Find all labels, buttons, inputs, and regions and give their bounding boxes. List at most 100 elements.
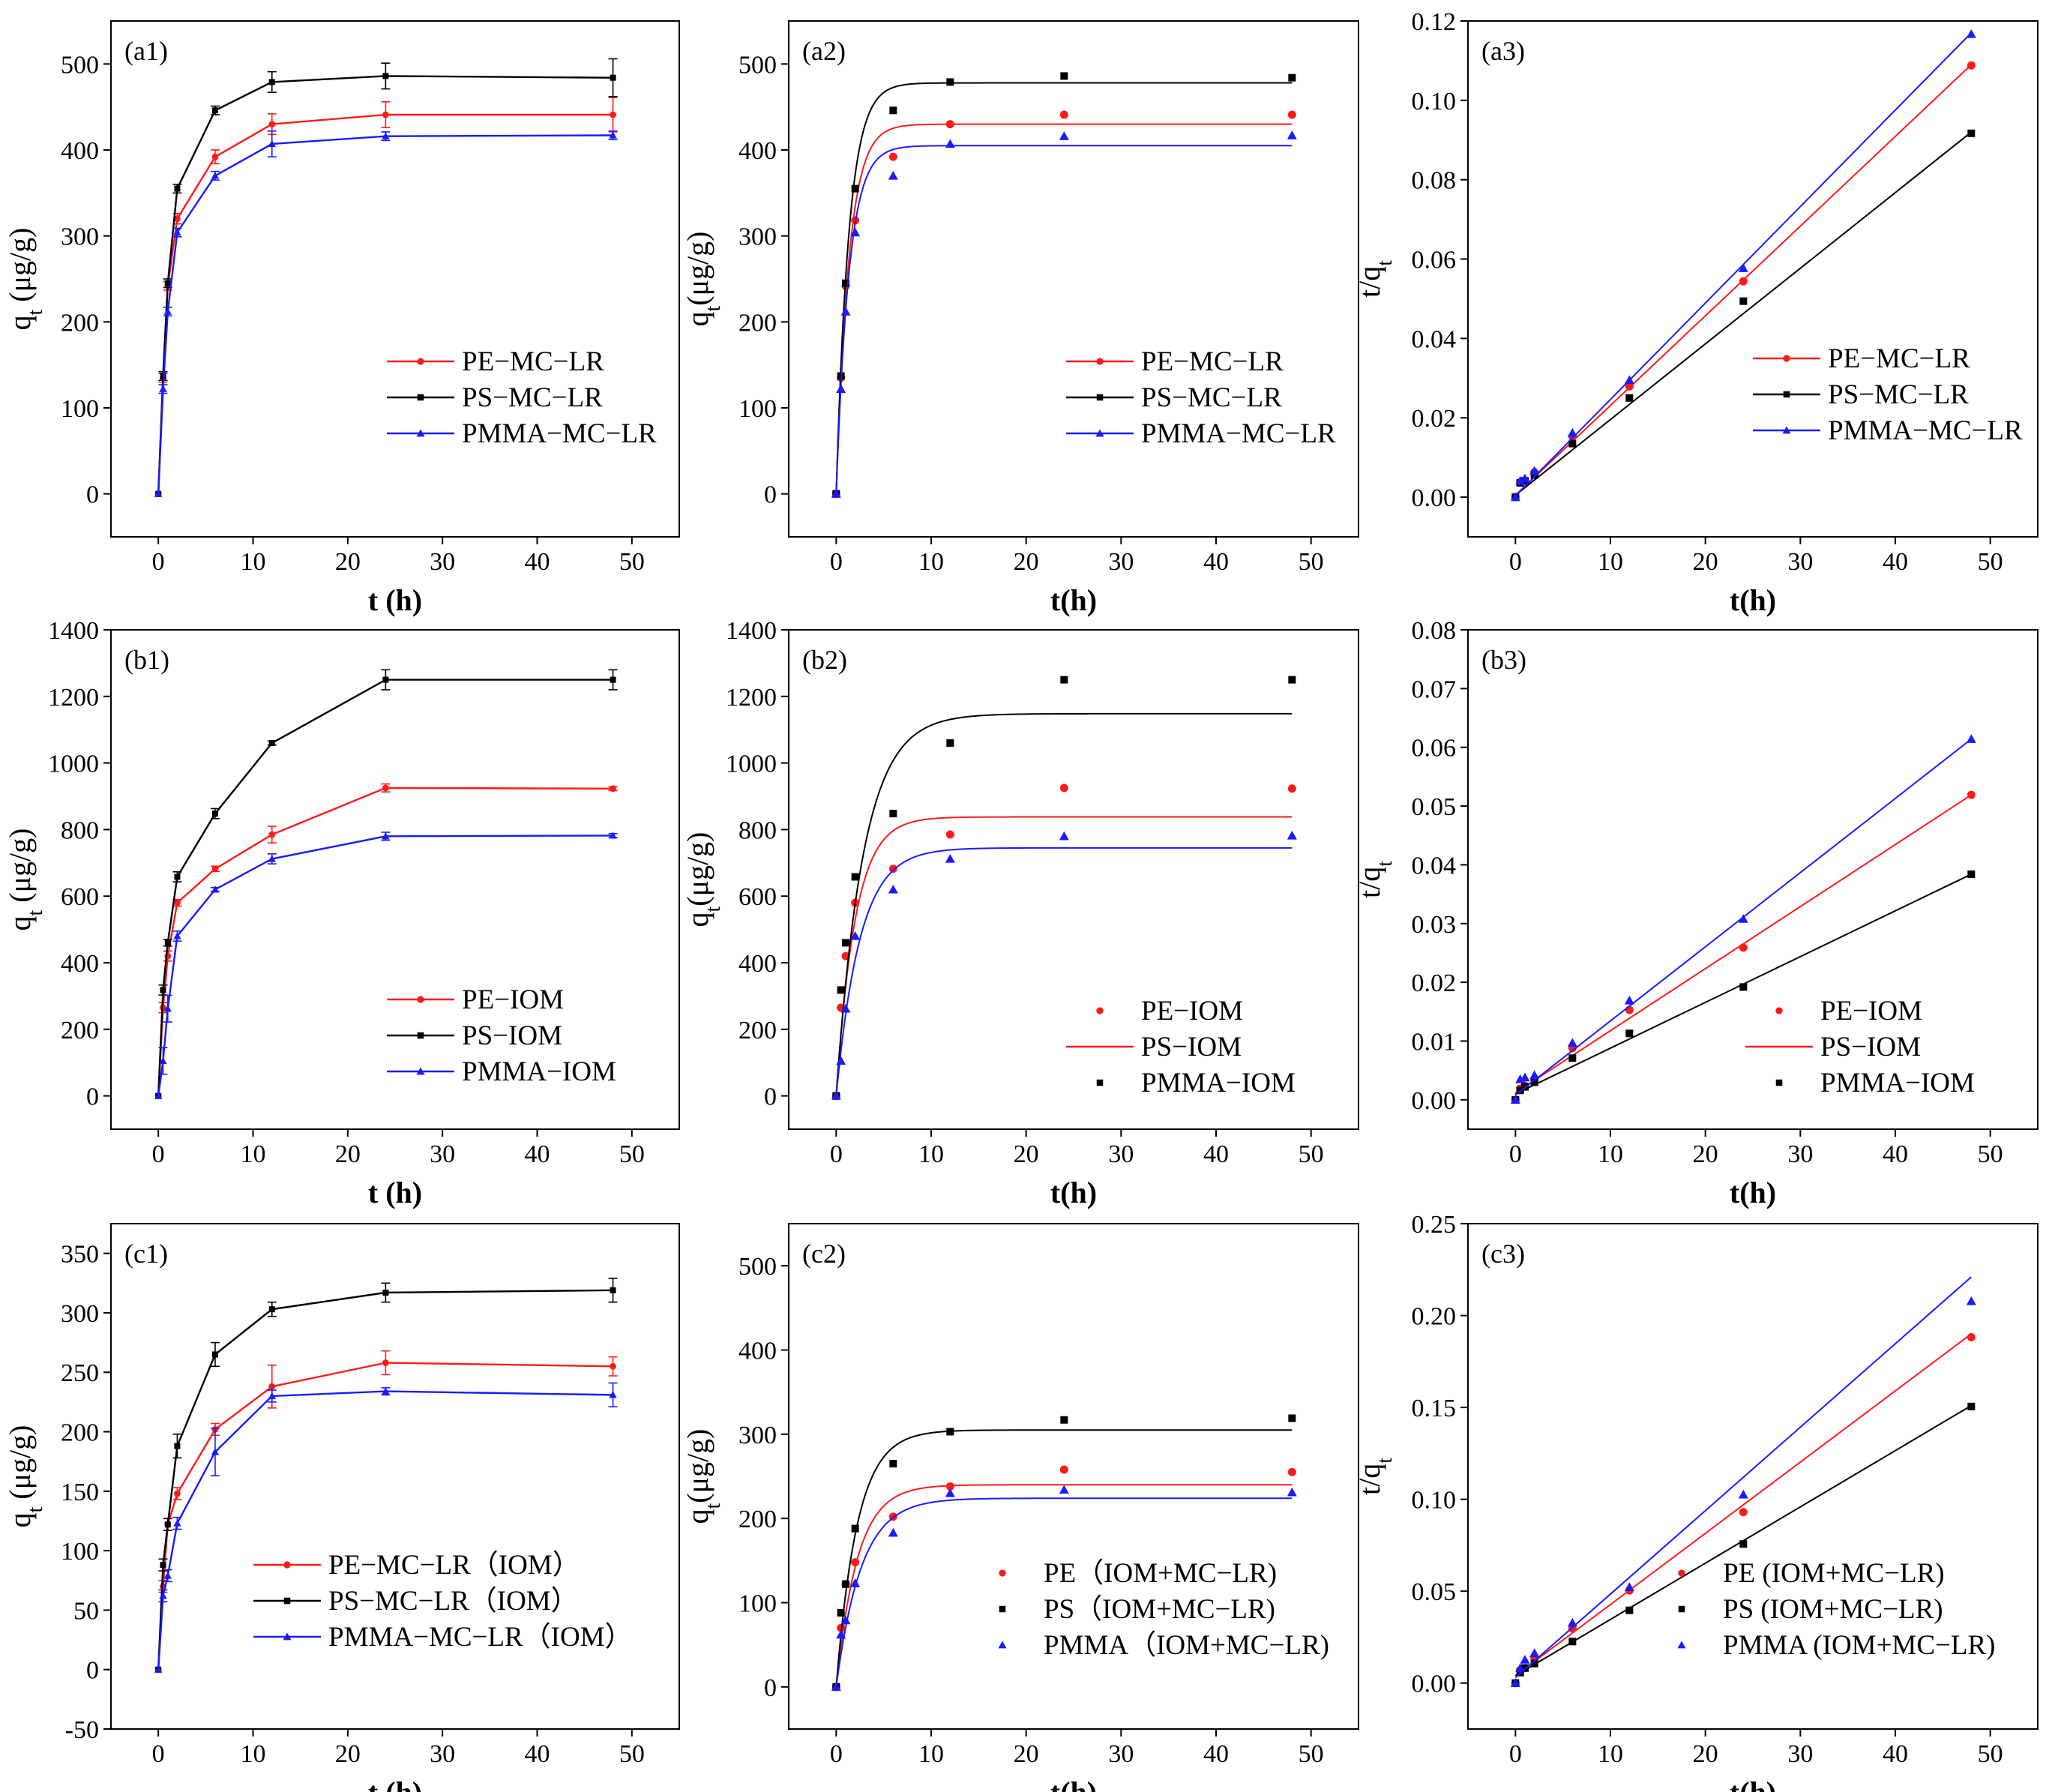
x-tick-label: 0 <box>1509 1140 1522 1168</box>
y-tick-label: 1200 <box>726 684 777 712</box>
data-point <box>1516 1086 1524 1095</box>
data-point <box>850 227 861 237</box>
y-tick-label: 200 <box>61 1419 99 1447</box>
data-point <box>1739 943 1748 952</box>
y-tick-label: 250 <box>61 1359 99 1387</box>
x-tick-label: 0 <box>830 1740 843 1768</box>
series-pmma-iom-mc-lr <box>831 1485 1297 1692</box>
legend-entry-pe-mc-lr-iom: PE−MC−LR（IOM） <box>253 1550 580 1581</box>
y-axis-title: t/qt <box>1353 861 1397 898</box>
data-point <box>160 987 166 993</box>
legend-label: PS (IOM+MC−LR) <box>1723 1594 1943 1625</box>
data-point <box>888 865 897 874</box>
x-tick-label: 50 <box>1978 548 2003 576</box>
y-axis-title: qt (μg/g) <box>3 829 47 931</box>
legend-label: PS（IOM+MC−LR) <box>1044 1594 1275 1625</box>
data-point <box>1287 1487 1297 1497</box>
x-tick-label: 30 <box>430 1140 455 1168</box>
legend-label: PS−IOM <box>1141 1032 1242 1062</box>
legend-marker <box>1096 358 1104 365</box>
x-tick-label: 10 <box>1598 1140 1623 1168</box>
data-point <box>945 120 954 129</box>
x-tick-label: 20 <box>335 548 361 576</box>
panel-label: (b2) <box>802 645 847 675</box>
legend-marker <box>1783 355 1790 362</box>
x-tick-label: 50 <box>619 1740 645 1768</box>
legend: PE−IOM PS−IOM PMMA−IOM <box>387 984 616 1087</box>
panel-label: (b3) <box>1481 645 1526 675</box>
data-point <box>211 107 218 114</box>
fit-line <box>835 816 1293 1096</box>
y-tick-label: 0.08 <box>1412 617 1457 645</box>
data-point <box>382 676 389 683</box>
data-point <box>1739 277 1748 286</box>
data-point <box>831 1682 841 1692</box>
x-tick-label: 50 <box>619 548 645 576</box>
series-pmma-mc-lr <box>831 130 1297 498</box>
y-tick-label: 800 <box>61 817 99 844</box>
data-point <box>1567 1038 1577 1047</box>
legend-entry-ps-mc-lr: PS−MC−LR <box>1753 379 1969 410</box>
legend-label: PE−MC−LR <box>462 346 604 377</box>
x-tick-label: 50 <box>1299 1740 1324 1768</box>
panel-label: (a2) <box>802 36 846 66</box>
y-tick-label: 100 <box>738 395 777 423</box>
legend-label: PMMA−IOM <box>1820 1068 1975 1098</box>
data-point <box>610 111 616 118</box>
data-point <box>159 1592 167 1599</box>
x-tick-label: 20 <box>1014 548 1039 576</box>
y-tick-label: 200 <box>738 1506 777 1533</box>
legend-marker <box>1783 391 1790 398</box>
data-point <box>163 307 172 315</box>
data-point <box>1530 1659 1538 1668</box>
chart-a2: 0 10 20 30 40 500100200300400500t(h)qt(μg/g)(… <box>681 20 1359 617</box>
x-tick-label: 0 <box>152 1140 165 1168</box>
data-point <box>610 676 616 683</box>
data-point <box>888 884 898 894</box>
data-point <box>1625 394 1634 402</box>
data-point <box>268 1392 276 1400</box>
chart-c1: 0 10 20 30 40 50 -50 0 50 100 150 200 250 300 350 t (h)… <box>3 1223 680 1792</box>
legend-entry-ps-iom: PS−IOM <box>1066 1032 1242 1062</box>
y-tick-label: 0.15 <box>1412 1395 1457 1422</box>
y-tick-label: 500 <box>738 51 777 79</box>
legend-marker <box>283 1632 292 1641</box>
data-point <box>945 853 955 863</box>
x-tick-label: 20 <box>1693 548 1718 576</box>
data-point <box>1625 1606 1634 1614</box>
legend-entry-pe-iom: PE−IOM <box>1775 996 1922 1026</box>
plot-frame <box>1467 1223 2039 1730</box>
legend-label: PMMA（IOM+MC−LR) <box>1044 1630 1329 1661</box>
legend-entry-ps-mc-lr: PS−MC−LR <box>1066 382 1282 413</box>
legend-label: PMMA−MC−LR <box>462 418 657 449</box>
x-tick-label: 0 <box>830 548 843 576</box>
data-point <box>946 739 954 747</box>
data-point <box>840 307 851 316</box>
x-tick-label: 20 <box>335 1740 361 1768</box>
x-tick-label: 0 <box>830 1140 843 1168</box>
x-tick-label: 30 <box>1108 548 1134 576</box>
y-tick-label: 0 <box>86 1657 99 1685</box>
x-tick-label: 10 <box>1598 1740 1623 1768</box>
x-tick-label: 10 <box>918 1140 944 1168</box>
fit-line <box>1514 1276 1972 1679</box>
data-point <box>1739 983 1748 991</box>
legend: PE−MC−LR PS−MC−LR PMMA−MC−LR <box>1066 346 1336 449</box>
data-point <box>842 279 849 287</box>
series-line <box>157 835 613 1096</box>
legend-entry-pe-mc-lr: PE−MC−LR <box>387 346 604 377</box>
x-tick-label: 30 <box>1787 1140 1813 1168</box>
legend-marker <box>1096 394 1104 401</box>
data-point <box>1530 471 1538 479</box>
data-point <box>174 215 181 223</box>
legend-label: PE−IOM <box>1820 996 1922 1026</box>
data-point <box>1059 110 1068 119</box>
fit-line <box>1514 131 1972 496</box>
data-point <box>382 784 389 792</box>
legend-marker <box>417 996 424 1003</box>
data-point <box>382 73 389 79</box>
data-point <box>851 873 859 881</box>
y-tick-label: 0.10 <box>1412 88 1457 115</box>
data-point <box>1520 1072 1530 1082</box>
